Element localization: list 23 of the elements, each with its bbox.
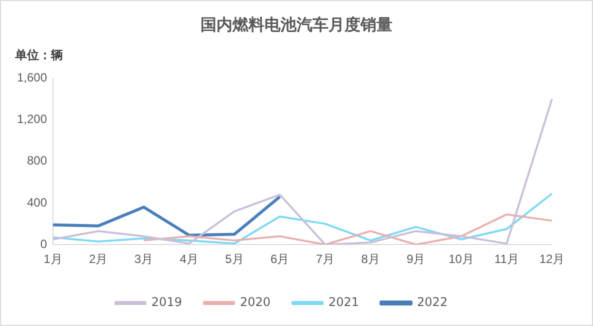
x-tick-label: 6月: [270, 252, 290, 266]
x-tick-label: 5月: [225, 252, 244, 266]
x-tick-label: 8月: [361, 252, 380, 266]
x-tick-label: 3月: [134, 252, 154, 266]
x-tick-label: 10月: [448, 252, 474, 266]
x-tick-label: 12月: [539, 252, 565, 266]
legend-label: 2020: [240, 295, 271, 310]
y-tick-label: 1,200: [17, 112, 48, 126]
y-tick-label: 1,600: [17, 70, 48, 85]
chart-title: 国内燃料电池汽车月度销量: [200, 15, 394, 36]
x-tick-label: 11月: [494, 252, 519, 266]
y-tick-label: 800: [27, 154, 48, 168]
legend-label: 2022: [417, 295, 448, 310]
legend-label: 2019: [151, 295, 182, 310]
legend-label: 2021: [328, 295, 360, 310]
x-tick-label: 7月: [316, 252, 335, 266]
y-axis-title: 单位：辆: [15, 47, 63, 64]
y-tick-label: 400: [27, 195, 48, 210]
x-tick-label: 4月: [180, 252, 198, 266]
x-tick-label: 9月: [406, 252, 426, 266]
x-tick-label: 2月: [89, 252, 108, 266]
y-tick-label: 0: [40, 236, 48, 251]
x-tick-label: 1月: [44, 252, 62, 266]
